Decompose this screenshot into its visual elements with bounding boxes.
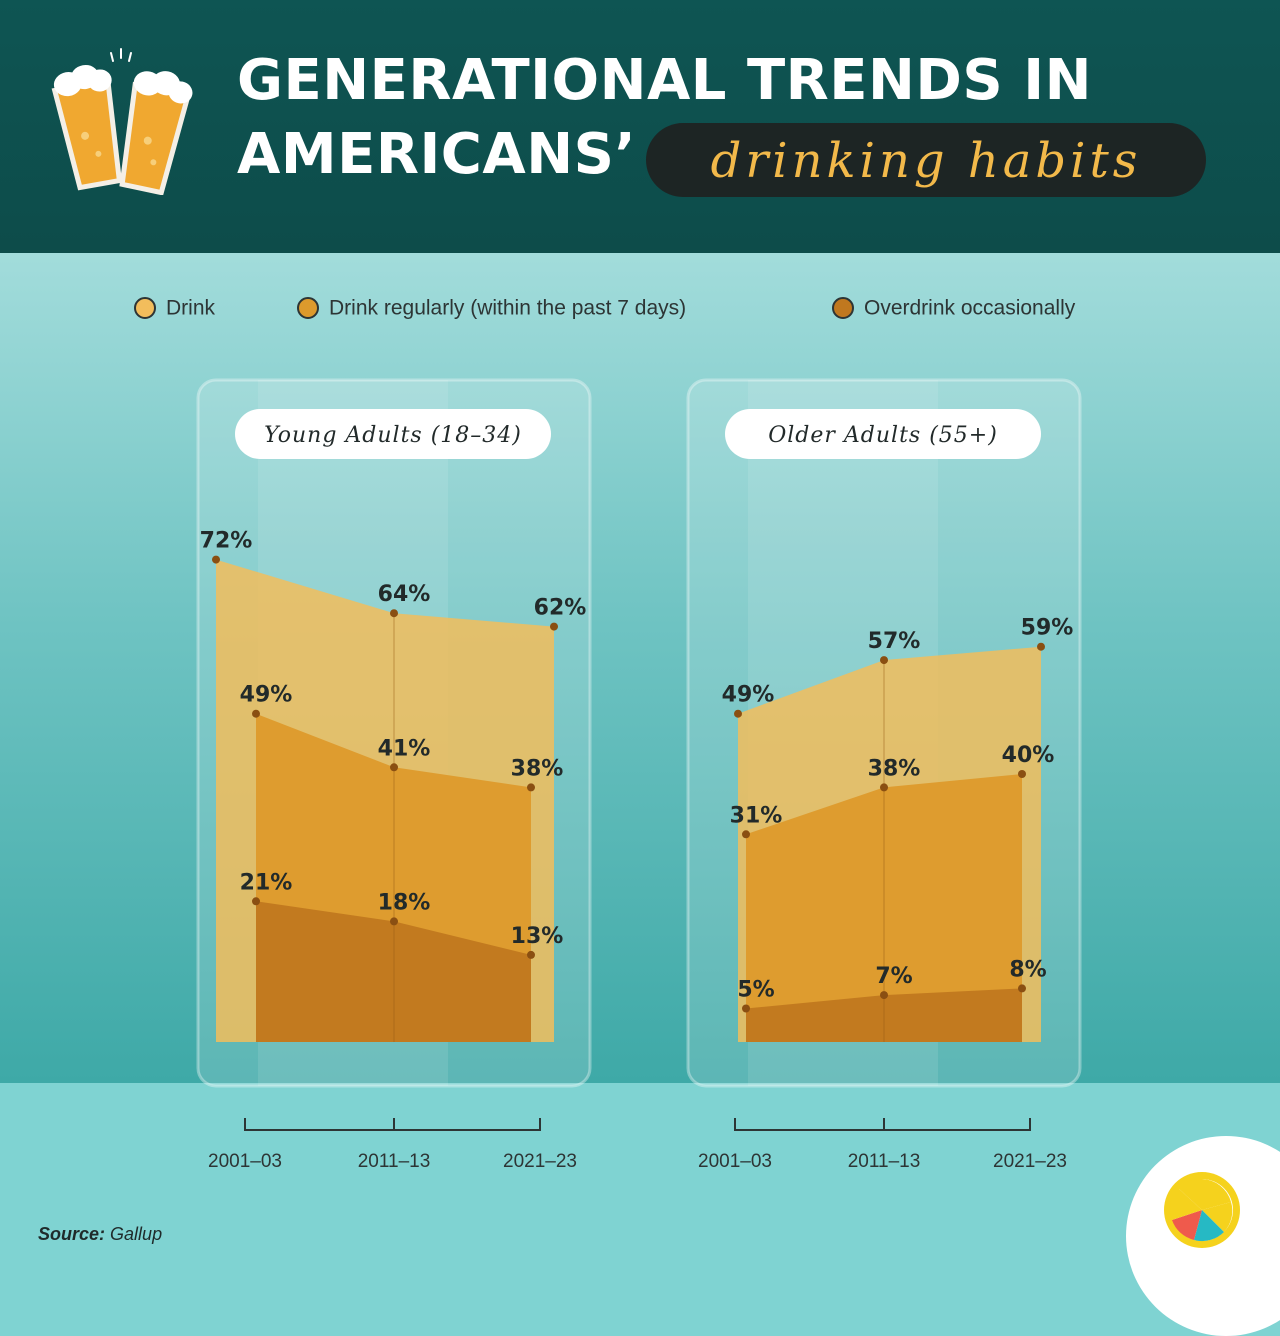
legend-swatch-regular: [297, 297, 319, 320]
panel-older: 49% 57% 59% 31% 38% 40% 5% 7% 8% Older Adults (55…: [686, 378, 1082, 1172]
x-axis-older: [734, 1118, 1031, 1131]
legend-item-regular: Drink regularly (within the past 7 days): [297, 296, 686, 324]
value-label-older-s1-1: 49%: [722, 683, 775, 708]
point-older-s1-2: [880, 656, 888, 665]
title-line-2: AMERICANS’: [237, 122, 637, 187]
area-older-series-2: [746, 774, 1022, 1042]
panel-young: 72% 64% 62% 49% 41% 38% 21% 18% 13% Young Adults …: [196, 378, 592, 1172]
source-note: Source: Gallup: [38, 1224, 162, 1245]
point-young-s3-2: [390, 917, 398, 926]
area-older-series-3: [746, 988, 1022, 1042]
point-older-s3-3: [1018, 984, 1026, 993]
legend-label-drink: Drink: [166, 296, 216, 320]
panel-title-pill-older: [725, 409, 1041, 459]
legend-item-overdrink: Overdrink occasionally: [832, 296, 1075, 324]
point-young-s3-3: [527, 950, 535, 959]
title-line-1: GENERATIONAL TRENDS IN: [237, 48, 1092, 113]
legend-item-drink: Drink: [134, 296, 215, 324]
point-older-s2-1: [742, 830, 750, 839]
value-label-older-s2-1: 31%: [730, 803, 783, 828]
point-older-s2-2: [880, 783, 888, 792]
point-older-s2-3: [1018, 770, 1026, 778]
point-young-s2-2: [390, 763, 398, 772]
point-older-s3-2: [880, 991, 888, 1000]
value-label-older-s3-1: 5%: [737, 978, 774, 1003]
point-young-s2-3: [527, 783, 535, 792]
value-label-older-s3-2: 7%: [875, 964, 912, 989]
x-axis-young: [244, 1118, 541, 1131]
point-young-s1-1: [212, 555, 220, 564]
value-label-young-s3-1: 21%: [240, 870, 293, 895]
value-label-older-s1-3: 59%: [1021, 616, 1074, 641]
point-older-s1-1: [734, 709, 742, 718]
chart-canvas: 72% 64% 62% 49% 41% 38% 21% 18% 13% Young Adults …: [196, 378, 1082, 1172]
value-label-older-s2-3: 40%: [1002, 743, 1055, 768]
legend-swatch-overdrink: [832, 297, 854, 320]
chart-background: [0, 253, 1280, 1083]
point-older-s3-1: [742, 1004, 750, 1013]
x-tick-label-young-1: 2001–03: [208, 1151, 282, 1172]
point-young-s1-2: [390, 609, 398, 618]
source-name: Gallup: [110, 1224, 163, 1244]
panel-title-older: Older Adults (55+): [768, 423, 998, 448]
x-tick-label-older-1: 2001–03: [698, 1151, 772, 1172]
header-banner: GENERATIONAL TRENDS IN AMERICANS’ drinki…: [0, 0, 1280, 253]
x-tick-label-young-3: 2021–23: [503, 1151, 577, 1172]
panel-title-pill-young: [235, 409, 551, 459]
area-young-series-3: [256, 901, 531, 1042]
value-label-young-s2-2: 41%: [378, 736, 431, 761]
value-label-young-s1-2: 64%: [378, 582, 431, 607]
legend-swatch-drink: [134, 297, 156, 320]
value-label-young-s2-1: 49%: [240, 683, 293, 708]
value-label-older-s1-2: 57%: [868, 629, 921, 654]
value-label-older-s3-3: 8%: [1009, 957, 1046, 982]
x-tick-label-older-2: 2011–13: [848, 1151, 921, 1172]
legend-label-overdrink: Overdrink occasionally: [864, 296, 1076, 320]
value-label-young-s3-3: 13%: [511, 924, 564, 949]
value-label-young-s2-3: 38%: [511, 756, 564, 781]
point-older-s1-3: [1037, 642, 1045, 651]
x-tick-label-older-3: 2021–23: [993, 1151, 1067, 1172]
legend-label-regular: Drink regularly (within the past 7 days): [329, 296, 687, 320]
value-label-older-s2-2: 38%: [868, 756, 921, 781]
point-young-s1-3: [550, 622, 558, 631]
value-label-young-s3-2: 18%: [378, 890, 431, 915]
point-young-s2-1: [252, 709, 260, 718]
x-tick-label-young-2: 2011–13: [358, 1151, 431, 1172]
value-label-young-s1-3: 62%: [534, 596, 587, 621]
title-highlight-pill: drinking habits: [646, 123, 1206, 197]
source-prefix: Source:: [38, 1224, 106, 1244]
panel-title-young: Young Adults (18–34): [264, 423, 522, 448]
beer-cheers-icon: [51, 48, 193, 195]
lemon-logo-icon: [1164, 1172, 1240, 1248]
value-label-young-s1-1: 72%: [200, 529, 253, 554]
point-young-s3-1: [252, 897, 260, 906]
title-highlight-text: drinking habits: [710, 133, 1142, 189]
